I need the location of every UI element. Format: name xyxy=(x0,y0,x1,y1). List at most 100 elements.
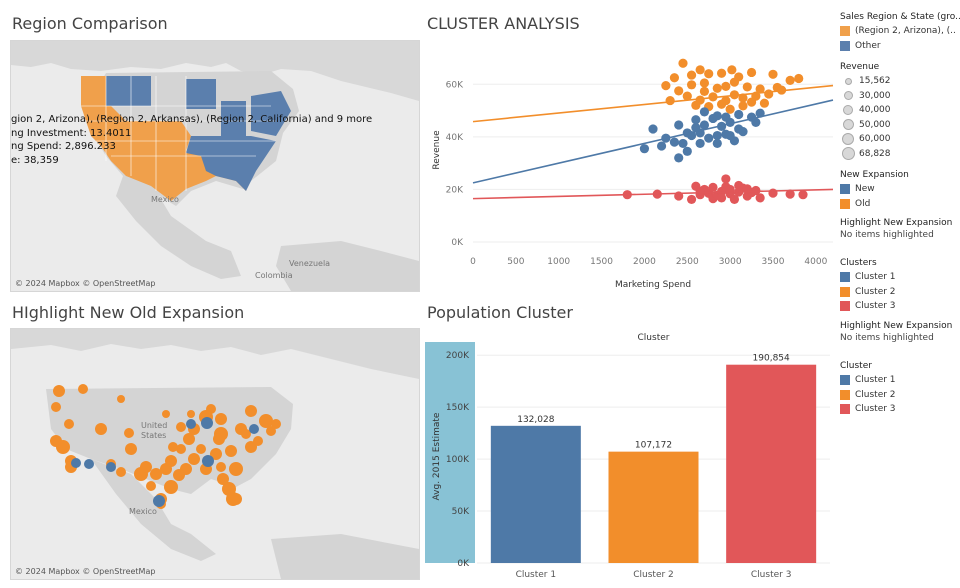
bar-plot[interactable]: 0K 50K 100K 150K 200K Avg. 2015 Estimate Clust… xyxy=(425,326,835,584)
scatter-point[interactable] xyxy=(661,81,671,91)
scatter-point[interactable] xyxy=(674,86,684,96)
map-bubble-old[interactable] xyxy=(150,468,162,480)
map-bubble-old[interactable] xyxy=(125,443,137,455)
map-bubble-old[interactable] xyxy=(241,429,251,439)
scatter-plot[interactable]: 0K 20K 40K 60K 0 500 1000 1500 2000 2500 3000 3500 4… xyxy=(425,38,835,293)
scatter-point[interactable] xyxy=(704,133,714,143)
scatter-point[interactable] xyxy=(691,100,701,110)
scatter-point[interactable] xyxy=(746,97,757,107)
scatter-point[interactable] xyxy=(699,120,710,130)
trend-line[interactable] xyxy=(472,84,834,123)
map-bubble-old[interactable] xyxy=(206,404,216,414)
scatter-point[interactable] xyxy=(721,81,731,91)
map-bubble-old[interactable] xyxy=(146,481,156,491)
y-axis-highlight[interactable] xyxy=(425,342,475,563)
map-bubble-old[interactable] xyxy=(117,395,125,403)
map-bubble-old[interactable] xyxy=(259,414,273,428)
map-bubble-new[interactable] xyxy=(153,495,165,507)
legend-item-region2[interactable]: (Region 2, Arizona), (.. xyxy=(840,24,960,39)
scatter-point[interactable] xyxy=(669,73,680,83)
scatter-point[interactable] xyxy=(725,130,735,141)
map-bubble-old[interactable] xyxy=(230,493,242,505)
scatter-point[interactable] xyxy=(768,69,778,79)
scatter-point[interactable] xyxy=(738,101,748,111)
legend-item-cluster-2[interactable]: Cluster 2 xyxy=(840,388,960,403)
scatter-point[interactable] xyxy=(734,109,744,120)
scatter-point[interactable] xyxy=(716,99,727,109)
map-bubble-new[interactable] xyxy=(249,424,259,434)
scatter-point[interactable] xyxy=(686,194,697,205)
bar[interactable] xyxy=(490,425,581,563)
map-bubble-old[interactable] xyxy=(225,445,237,457)
population-bar-chart[interactable]: 0K 50K 100K 150K 200K Avg. 2015 Estimate Clust… xyxy=(425,326,835,584)
map-bubble-new[interactable] xyxy=(71,458,81,468)
scatter-point[interactable] xyxy=(699,86,710,96)
trend-line[interactable] xyxy=(472,188,834,200)
scatter-point[interactable] xyxy=(716,68,727,78)
map-bubble-old[interactable] xyxy=(196,444,206,454)
legend-item-revenue[interactable]: 30,000 xyxy=(840,89,960,104)
map-bubble-new[interactable] xyxy=(84,459,94,469)
map-bubble-old[interactable] xyxy=(271,419,281,429)
map-bubble-old[interactable] xyxy=(78,384,88,394)
legend-item-old[interactable]: Old xyxy=(840,197,960,212)
scatter-point[interactable] xyxy=(682,91,692,101)
scatter-point[interactable] xyxy=(639,144,650,154)
scatter-point[interactable] xyxy=(674,153,684,163)
scatter-point[interactable] xyxy=(678,58,688,68)
bar[interactable] xyxy=(608,451,699,563)
map-bubble-old[interactable] xyxy=(56,440,70,454)
scatter-point[interactable] xyxy=(738,93,748,103)
scatter-point[interactable] xyxy=(798,190,808,200)
scatter-point[interactable] xyxy=(768,188,778,198)
scatter-point[interactable] xyxy=(785,75,795,85)
map-bubble-old[interactable] xyxy=(187,410,195,418)
scatter-point[interactable] xyxy=(699,107,710,117)
scatter-point[interactable] xyxy=(716,193,727,203)
map-bubble-old[interactable] xyxy=(173,469,185,481)
expansion-map-canvas[interactable] xyxy=(11,329,419,579)
map-bubble-old[interactable] xyxy=(210,448,222,460)
scatter-point[interactable] xyxy=(727,65,737,75)
scatter-point[interactable] xyxy=(721,174,731,184)
scatter-point[interactable] xyxy=(665,95,675,106)
scatter-point[interactable] xyxy=(759,98,770,108)
map-bubble-new[interactable] xyxy=(201,417,213,429)
scatter-point[interactable] xyxy=(785,189,795,199)
map-bubble-old[interactable] xyxy=(51,402,61,412)
scatter-point[interactable] xyxy=(721,112,731,122)
map-bubble-new[interactable] xyxy=(186,419,196,429)
cluster-scatter-chart[interactable]: 0K 20K 40K 60K 0 500 1000 1500 2000 2500 3000 3500 4… xyxy=(425,38,835,293)
legend-item-revenue[interactable]: 68,828 xyxy=(840,147,960,162)
scatter-point[interactable] xyxy=(648,124,658,134)
map-bubble-new[interactable] xyxy=(202,455,214,467)
scatter-point[interactable] xyxy=(682,146,692,156)
map-bubble-old[interactable] xyxy=(165,455,177,467)
scatter-point[interactable] xyxy=(686,80,697,90)
scatter-point[interactable] xyxy=(729,194,740,205)
scatter-point[interactable] xyxy=(764,89,774,99)
scatter-point[interactable] xyxy=(794,73,804,84)
legend-item-revenue[interactable]: 40,000 xyxy=(840,103,960,118)
scatter-point[interactable] xyxy=(674,120,684,130)
expansion-map[interactable]: United States Mexico © 2024 Mapbox © Ope… xyxy=(10,328,420,580)
scatter-point[interactable] xyxy=(742,82,752,92)
scatter-point[interactable] xyxy=(738,127,748,137)
map-bubble-old[interactable] xyxy=(140,461,152,473)
map-bubble-old[interactable] xyxy=(95,423,107,435)
map-bubble-old[interactable] xyxy=(183,433,195,445)
scatter-point[interactable] xyxy=(691,181,701,191)
scatter-point[interactable] xyxy=(751,117,761,127)
map-bubble-old[interactable] xyxy=(116,467,126,477)
map-bubble-old[interactable] xyxy=(53,385,65,397)
legend-item-revenue[interactable]: 15,562 xyxy=(840,74,960,89)
scatter-point[interactable] xyxy=(669,137,680,147)
map-bubble-old[interactable] xyxy=(168,442,178,452)
legend-item-new[interactable]: New xyxy=(840,182,960,197)
map-bubble-old[interactable] xyxy=(176,422,186,432)
map-bubble-new[interactable] xyxy=(106,462,116,472)
legend-item-cluster-1[interactable]: Cluster 1 xyxy=(840,373,960,388)
scatter-point[interactable] xyxy=(656,141,667,151)
scatter-point[interactable] xyxy=(686,70,697,80)
legend-item-revenue[interactable]: 60,000 xyxy=(840,132,960,147)
